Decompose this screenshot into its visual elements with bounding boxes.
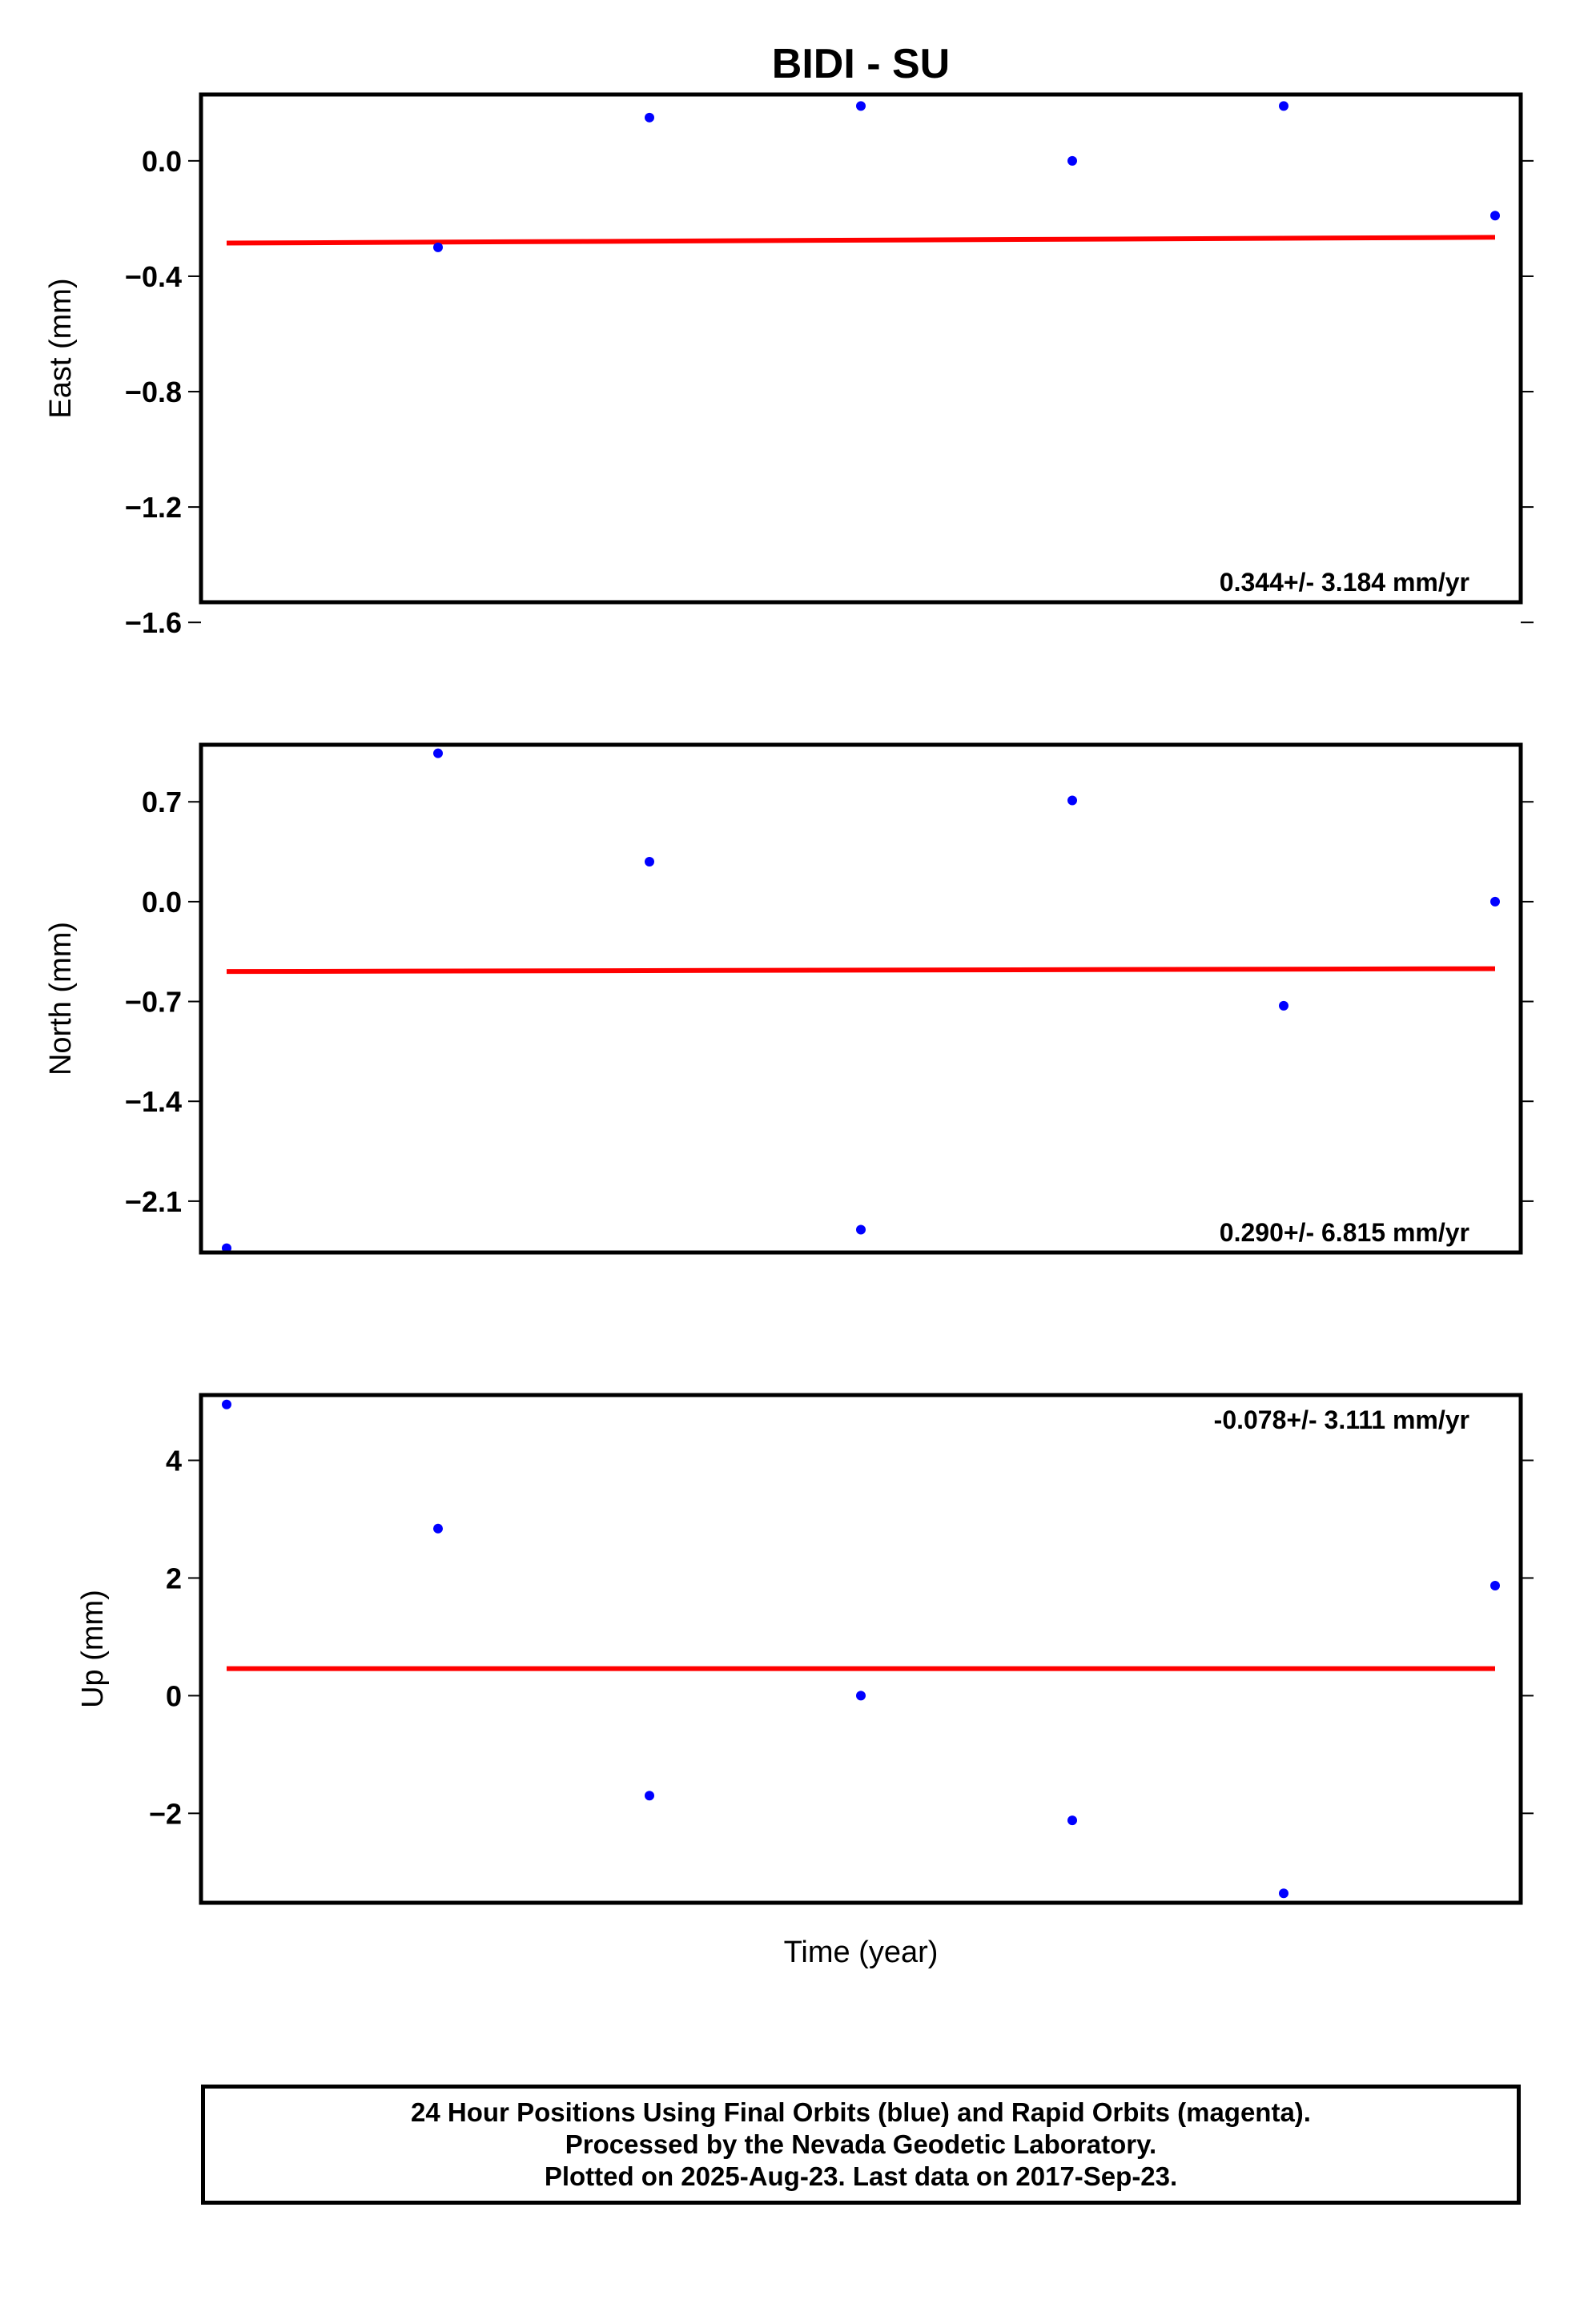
up-data-point [645, 1791, 654, 1801]
east-panel: 0.0 −0.4 −0.8 −1.2 −1.6 East (mm) 0.344+/- 3.1… [44, 92, 1534, 708]
east-data-point [856, 101, 866, 111]
north-frame [199, 742, 1523, 1255]
up-data-point [1067, 1815, 1077, 1826]
up-data-point [433, 1523, 443, 1534]
north-data-point [1067, 795, 1077, 806]
east-frame [199, 92, 1523, 605]
north-data-point [222, 1243, 231, 1252]
up-data-point [222, 1399, 231, 1409]
north-data-point [856, 1224, 866, 1235]
north-panel: 0.7 0.0 −0.7 −1.4 −2.1 North (mm) 0.290+/- 6.8… [44, 742, 1534, 1255]
up-ytick-label: −2 [149, 1797, 182, 1830]
panels-group: 0.0 −0.4 −0.8 −1.2 −1.6 East (mm) 0.344+/- 3.1… [44, 92, 1534, 1905]
footer-line-plotted: Plotted on 2025-Aug-23. Last data on 201… [544, 2161, 1178, 2191]
north-data-point [1279, 1000, 1288, 1011]
north-data-point [645, 857, 654, 867]
north-data [222, 748, 1500, 1252]
east-data-point [433, 242, 443, 252]
up-y-axis-label: Up (mm) [76, 1590, 110, 1708]
north-ytick-label: 0.0 [142, 886, 182, 919]
north-ytick-label: −0.7 [125, 986, 182, 1019]
chart-title: BIDI - SU [772, 41, 950, 87]
north-data-point [433, 748, 443, 758]
footer-line-processed: Processed by the Nevada Geodetic Laborat… [565, 2129, 1157, 2159]
up-data-point [1279, 1888, 1288, 1899]
east-ytick-label: −1.2 [125, 491, 182, 524]
up-ytick-label: 0 [166, 1679, 182, 1712]
up-data-point [1490, 1581, 1500, 1591]
east-ytick-label: −0.4 [125, 260, 182, 293]
north-rate-label: 0.290+/- 6.815 mm/yr [1220, 1218, 1469, 1247]
north-y-axis-label: North (mm) [44, 922, 78, 1076]
up-panel: 4 2 0 −2 Up (mm) -0.078+/- 3.111 mm/yr [76, 1393, 1534, 1905]
east-data-point [645, 112, 654, 123]
north-ytick-label: 0.7 [142, 786, 182, 818]
east-ytick-label: 0.0 [142, 145, 182, 178]
up-ytick-label: 2 [166, 1562, 182, 1594]
east-ytick-label: −1.6 [125, 606, 182, 639]
x-axis-label: Time (year) [784, 1936, 939, 1969]
east-data-point [222, 698, 231, 708]
east-ytick-label: −0.8 [125, 376, 182, 408]
east-data-point [1490, 211, 1500, 221]
east-data-point [1279, 101, 1288, 111]
footer-note-box: 24 Hour Positions Using Final Orbits (bl… [201, 2085, 1521, 2205]
north-data-point [1490, 896, 1500, 907]
up-rate-label: -0.078+/- 3.111 mm/yr [1214, 1405, 1469, 1434]
east-y-axis-label: East (mm) [44, 278, 78, 418]
up-ytick-label: 4 [166, 1445, 182, 1478]
east-data-point [1067, 155, 1077, 166]
east-rate-label: 0.344+/- 3.184 mm/yr [1220, 568, 1469, 597]
north-ytick-label: −2.1 [125, 1185, 182, 1218]
north-ytick-label: −1.4 [125, 1085, 182, 1118]
footer-line-orbits: 24 Hour Positions Using Final Orbits (bl… [411, 2097, 1311, 2127]
up-frame [199, 1393, 1523, 1905]
east-data [222, 101, 1500, 708]
up-data-point [856, 1691, 866, 1701]
north-trend-line [226, 966, 1496, 975]
up-data [222, 1399, 1500, 1899]
east-trend-line [226, 235, 1496, 246]
